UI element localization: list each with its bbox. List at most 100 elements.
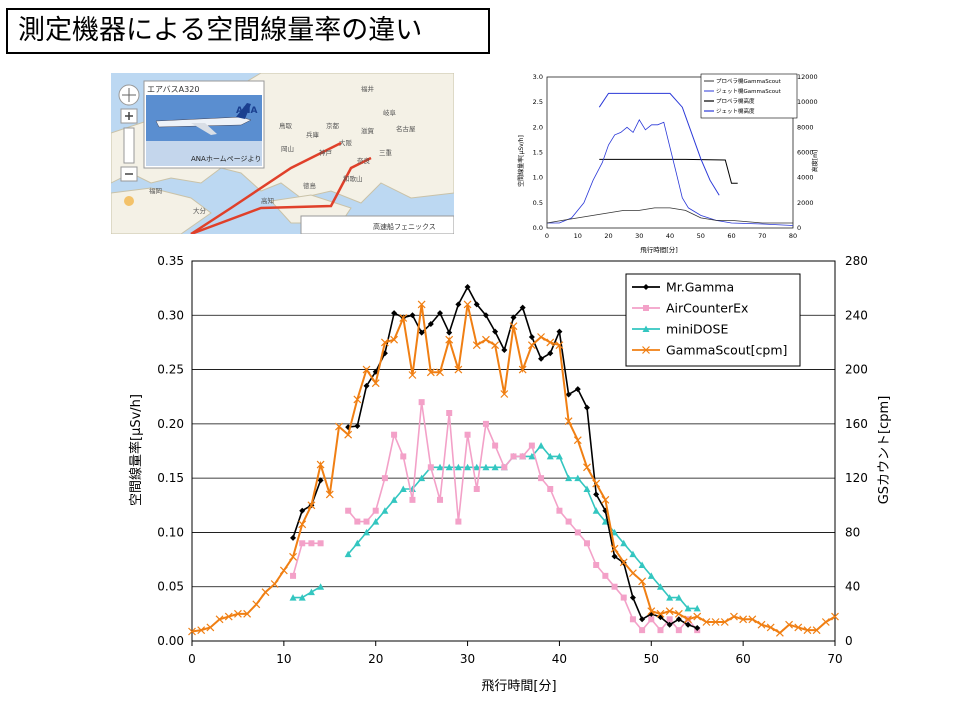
inset-y2-tick: 0 (797, 224, 801, 232)
data-point (454, 365, 463, 374)
data-point (537, 333, 545, 341)
airline-logo: ANA (236, 106, 257, 116)
legend-item: AirCounterEx (632, 301, 748, 316)
data-point (565, 391, 572, 398)
data-point (391, 431, 398, 438)
y-tick-label: 0.15 (157, 471, 184, 485)
inset-y-tick: 0.0 (533, 224, 543, 232)
data-point (252, 600, 261, 609)
data-point (601, 495, 610, 504)
data-point (482, 420, 489, 427)
data-point (803, 626, 812, 635)
place-label: 滋賀 (361, 126, 375, 135)
data-point (620, 594, 627, 601)
data-point (492, 328, 499, 335)
data-point (363, 528, 371, 536)
data-point (794, 623, 803, 632)
data-point (720, 618, 729, 626)
data-point (555, 341, 564, 350)
data-point (381, 475, 388, 482)
inset-line (599, 158, 738, 184)
y2-tick-label: 80 (845, 525, 860, 539)
y2-axis-label: GSカウント[cpm] (877, 396, 892, 505)
data-point (409, 496, 416, 503)
place-label: 名古屋 (396, 124, 416, 133)
legend-label: GammaScout[cpm] (666, 343, 787, 358)
data-point (317, 477, 324, 484)
data-point (592, 507, 600, 514)
data-point (629, 550, 637, 558)
inset-x-tick: 40 (666, 232, 674, 240)
data-point (538, 475, 545, 482)
data-point (455, 518, 462, 525)
y-tick-label: 0.25 (157, 363, 184, 377)
data-point (371, 379, 380, 388)
x-tick-label: 70 (827, 652, 842, 666)
data-point (643, 305, 649, 311)
data-point (519, 304, 526, 311)
data-point (821, 618, 830, 626)
x-tick-label: 40 (552, 652, 567, 666)
data-point (555, 452, 563, 460)
data-point (307, 501, 316, 510)
inset-y-tick: 3.0 (533, 73, 543, 81)
pegman-icon[interactable] (124, 196, 134, 206)
y-axis-label: 空間線量率[μSv/h] (128, 394, 144, 506)
data-point (363, 518, 370, 525)
legend-item: miniDOSE (632, 322, 728, 337)
data-point (674, 609, 683, 618)
y2-tick-label: 160 (845, 417, 868, 431)
place-label: 奈良 (357, 156, 371, 165)
data-point (317, 540, 324, 547)
data-point (391, 310, 398, 317)
data-point (418, 474, 426, 482)
data-point (702, 618, 711, 626)
data-point (363, 382, 370, 389)
data-point (215, 615, 224, 624)
x-tick-label: 50 (644, 652, 659, 666)
data-point (611, 553, 618, 560)
data-point (685, 621, 692, 628)
data-point (353, 395, 362, 404)
legend-label: Mr.Gamma (666, 280, 734, 295)
data-point (325, 490, 334, 499)
page-title: 測定機器による空間線量率の違い (6, 8, 490, 54)
airplane-icon (155, 103, 252, 135)
data-point (380, 338, 389, 347)
data-point (657, 627, 664, 634)
data-point (684, 615, 692, 624)
data-point (446, 410, 453, 416)
data-point (638, 577, 647, 586)
data-point (417, 300, 426, 309)
data-point (353, 539, 361, 547)
place-label: 大分 (193, 206, 207, 215)
data-point (675, 616, 682, 623)
series-line (292, 542, 321, 577)
data-point (436, 368, 444, 377)
data-point (197, 626, 206, 635)
data-point (344, 430, 353, 439)
data-point (656, 609, 665, 618)
data-point (473, 486, 480, 492)
data-point (390, 335, 399, 344)
inset-y2-tick: 2000 (797, 199, 814, 207)
data-point (354, 518, 361, 525)
data-point (381, 507, 389, 514)
data-point (299, 540, 306, 547)
inset-x-tick: 80 (789, 232, 797, 240)
data-point (675, 594, 683, 601)
data-point (537, 442, 545, 449)
data-point (565, 474, 573, 482)
data-point (445, 463, 453, 471)
data-point (188, 627, 196, 636)
data-point (592, 479, 601, 488)
data-point (528, 442, 535, 449)
map-credit: ANAホームページより (191, 155, 261, 163)
data-point (638, 561, 646, 568)
data-point (418, 329, 425, 336)
data-point (573, 436, 582, 445)
data-point (831, 612, 839, 621)
inset-y2-tick: 4000 (797, 174, 814, 182)
data-point (491, 463, 499, 471)
